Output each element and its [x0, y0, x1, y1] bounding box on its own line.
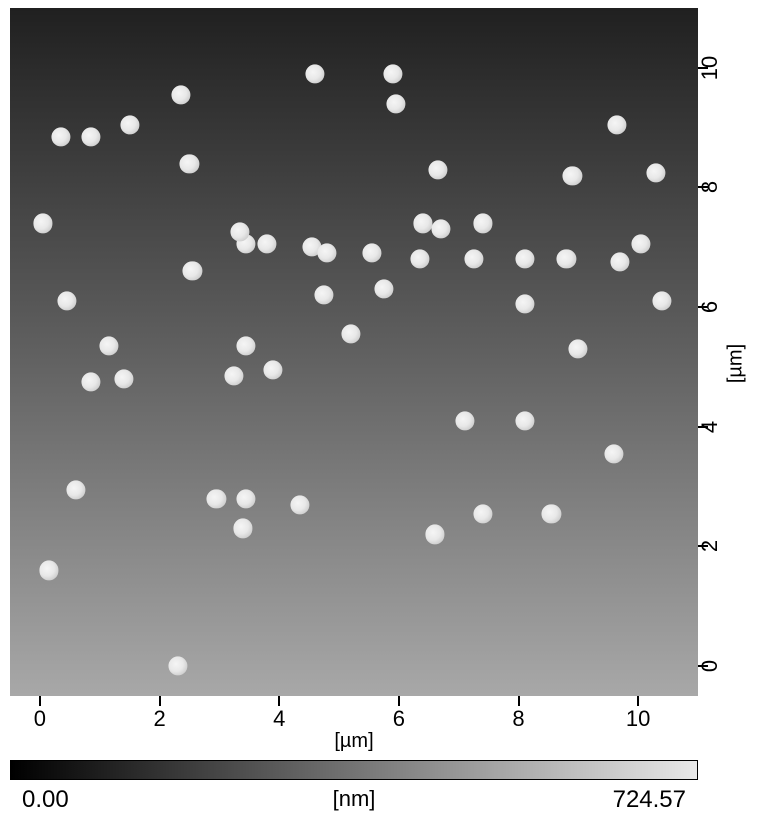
particle: [455, 411, 474, 430]
particle: [81, 127, 100, 146]
particle: [563, 166, 582, 185]
colorbar-max-label: 724.57: [613, 786, 686, 814]
y-tick-label: 10: [697, 56, 723, 80]
particle: [413, 214, 432, 233]
particle: [374, 280, 393, 299]
particle: [425, 525, 444, 544]
particle: [114, 369, 133, 388]
particle: [234, 519, 253, 538]
particle: [557, 250, 576, 269]
x-tick-mark: [39, 696, 41, 706]
x-axis-label: [µm]: [334, 730, 373, 753]
y-tick-label: 4: [697, 421, 723, 433]
y-axis: [µm] 0 2 4 6 8 10: [698, 8, 758, 696]
colorbar-labels: 0.00 [nm] 724.57: [10, 786, 698, 816]
afm-image-plot: [10, 8, 698, 696]
x-tick-mark: [159, 696, 161, 706]
x-tick-mark: [518, 696, 520, 706]
particle: [168, 657, 187, 676]
particle: [171, 85, 190, 104]
particle: [258, 235, 277, 254]
x-tick-label: 0: [34, 706, 46, 732]
particle: [81, 372, 100, 391]
particle: [33, 214, 52, 233]
particle: [473, 504, 492, 523]
x-tick-mark: [398, 696, 400, 706]
particle: [632, 235, 651, 254]
particle: [306, 64, 325, 83]
particle: [473, 214, 492, 233]
particle: [611, 253, 630, 272]
x-tick-mark: [637, 696, 639, 706]
particle: [464, 250, 483, 269]
particle: [57, 292, 76, 311]
particle: [237, 489, 256, 508]
x-tick-mark: [278, 696, 280, 706]
particle: [39, 561, 58, 580]
particle: [315, 286, 334, 305]
particle: [318, 244, 337, 263]
particle: [51, 127, 70, 146]
particle: [120, 115, 139, 134]
particle: [515, 411, 534, 430]
particle: [515, 250, 534, 269]
colorbar-unit-label: [nm]: [333, 786, 376, 812]
y-tick-label: 0: [697, 660, 723, 672]
y-tick-label: 2: [697, 540, 723, 552]
particle: [542, 504, 561, 523]
particle: [386, 94, 405, 113]
particle: [647, 163, 666, 182]
y-tick-label: 8: [697, 181, 723, 193]
particle: [608, 115, 627, 134]
particle: [225, 366, 244, 385]
x-tick-label: 8: [512, 706, 524, 732]
particle: [431, 220, 450, 239]
particle: [605, 444, 624, 463]
particle: [341, 324, 360, 343]
particle: [653, 292, 672, 311]
x-tick-label: 4: [273, 706, 285, 732]
particle: [428, 160, 447, 179]
afm-figure: [µm] 0 2 4 6 8 10 [µm] 0 2 4 6 8 10 0.00 [nm] 724.…: [0, 0, 768, 832]
particle: [410, 250, 429, 269]
particle: [264, 360, 283, 379]
particle: [569, 339, 588, 358]
colorbar-gradient: [10, 760, 698, 780]
particle: [383, 64, 402, 83]
colorbar-min-label: 0.00: [22, 786, 69, 814]
particle: [183, 262, 202, 281]
x-tick-label: 10: [626, 706, 650, 732]
particle: [291, 495, 310, 514]
particle: [515, 295, 534, 314]
x-tick-label: 6: [393, 706, 405, 732]
particle: [362, 244, 381, 263]
particle: [66, 480, 85, 499]
x-axis: [µm] 0246810: [10, 696, 698, 746]
particle: [180, 154, 199, 173]
particle: [207, 489, 226, 508]
y-tick-label: 6: [697, 301, 723, 313]
y-axis-label: [µm]: [725, 344, 748, 383]
colorbar: 0.00 [nm] 724.57: [10, 760, 698, 816]
particle: [99, 336, 118, 355]
x-tick-label: 2: [153, 706, 165, 732]
particle: [237, 336, 256, 355]
